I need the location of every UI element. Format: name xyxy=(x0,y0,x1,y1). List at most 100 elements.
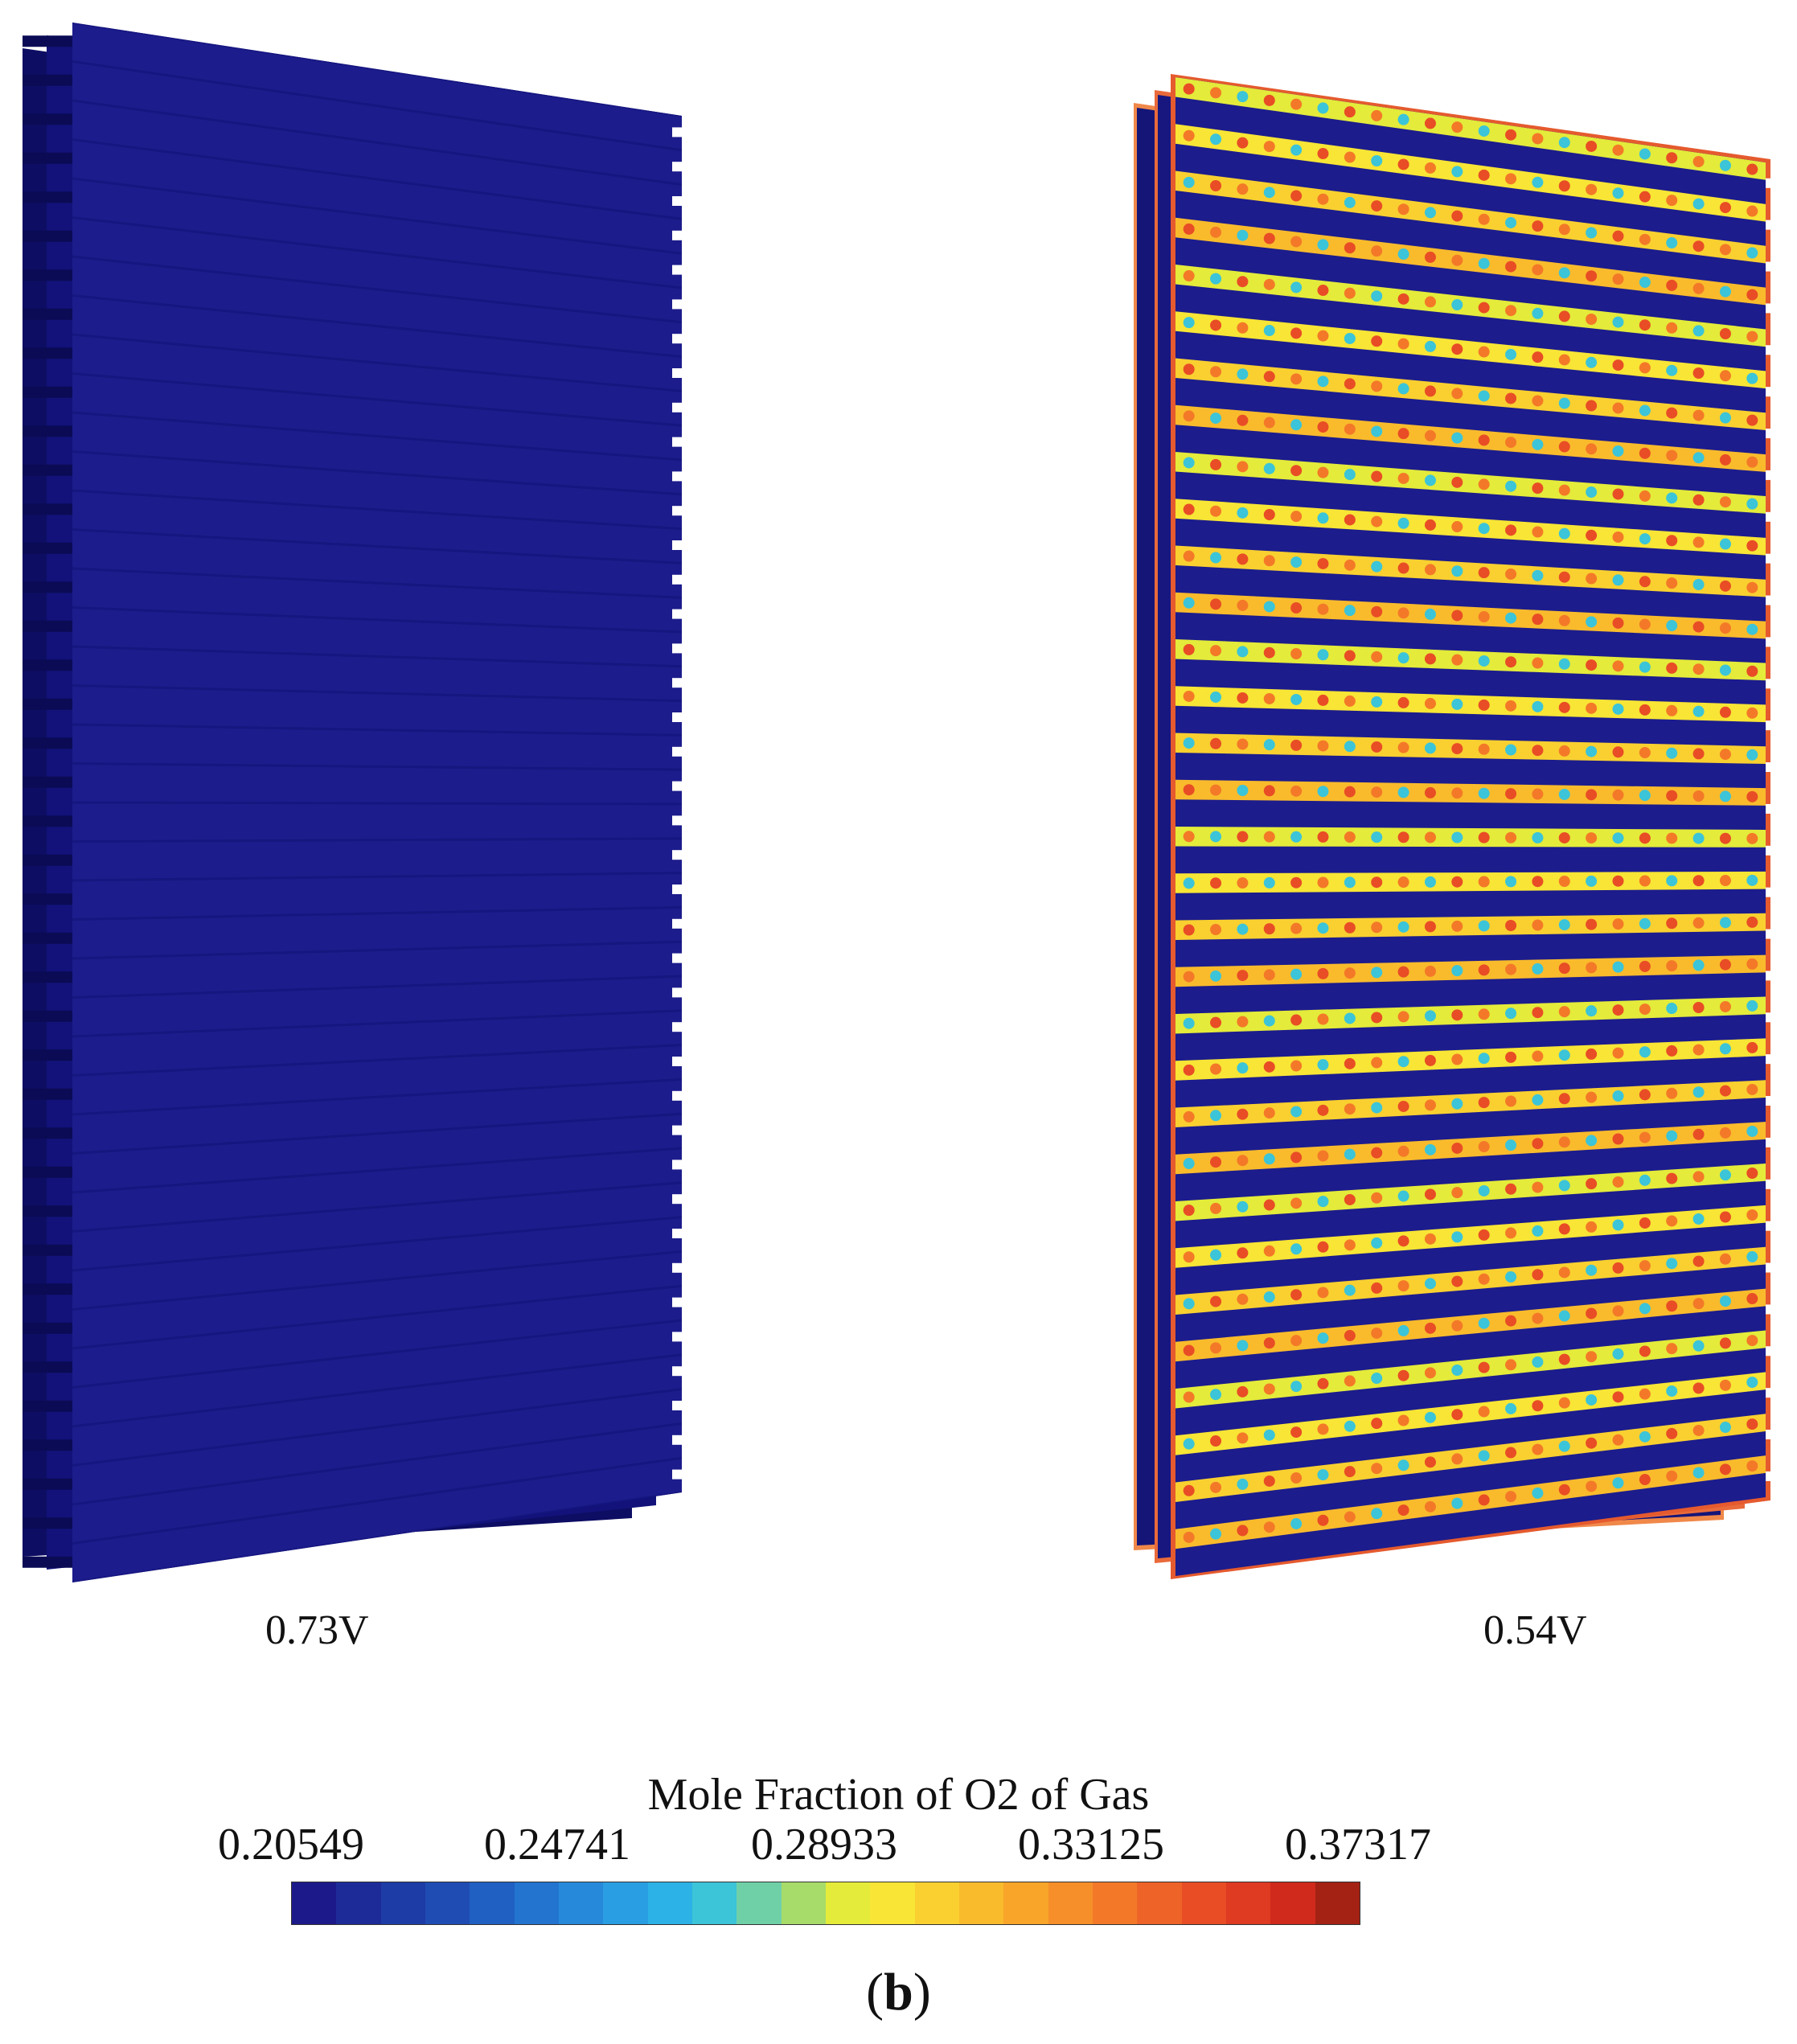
channel-hotspot xyxy=(1344,1239,1356,1251)
channel-hotspot xyxy=(1344,650,1356,662)
channel-hotspot xyxy=(1344,1466,1356,1478)
channel-hotspot xyxy=(1263,462,1275,474)
channel-hotspot xyxy=(1586,962,1598,974)
channel-hotspot xyxy=(1692,494,1705,506)
channel-hotspot xyxy=(1397,1056,1409,1068)
channel-hotspot xyxy=(1612,1090,1624,1102)
channel-hotspot xyxy=(1183,129,1195,142)
channel-hotspot xyxy=(1237,1432,1249,1444)
channel-hotspot xyxy=(1666,492,1678,504)
channel-hotspot xyxy=(1210,87,1222,99)
channel-hotspot xyxy=(1317,1013,1329,1025)
channel-hotspot xyxy=(1263,692,1275,704)
channel-hotspot xyxy=(1586,486,1598,499)
channel-hotspot xyxy=(1478,1097,1490,1109)
channel-hotspot xyxy=(1424,965,1436,977)
rib-line xyxy=(72,723,682,737)
channel-hotspot xyxy=(1719,958,1731,971)
channel-hotspot xyxy=(1317,1150,1329,1162)
channel-hotspot xyxy=(1746,1125,1758,1137)
channel-hotspot xyxy=(1371,1463,1383,1475)
rib-notch-right xyxy=(1766,720,1772,731)
channel-hotspot xyxy=(1639,661,1651,673)
channel-hotspot xyxy=(1237,785,1249,797)
channel-hotspot xyxy=(1558,310,1570,322)
channel-hotspot xyxy=(1317,1287,1329,1299)
rib-notch-left xyxy=(23,815,72,827)
channel-hotspot xyxy=(1505,1315,1517,1327)
channel-hotspot xyxy=(1532,1050,1544,1062)
channel-hotspot xyxy=(1719,749,1731,761)
channel-hotspot xyxy=(1451,1098,1463,1110)
channel-hotspot xyxy=(1746,707,1758,719)
channel-hotspot xyxy=(1692,1382,1705,1394)
channel-hotspot xyxy=(1371,200,1383,212)
panel-letter: (b) xyxy=(866,1963,931,2021)
channel-hotspot xyxy=(1666,960,1678,972)
rib-notch-left xyxy=(23,1439,72,1451)
channel-hotspot xyxy=(1210,179,1222,191)
right-edge-notches xyxy=(672,127,683,1480)
channel-hotspot xyxy=(1505,216,1517,228)
channel-hotspot xyxy=(1746,1041,1758,1053)
channel-hotspot xyxy=(1263,555,1275,567)
rib-notch-right xyxy=(1766,971,1772,981)
channel-hotspot xyxy=(1746,1335,1758,1347)
channel-hotspot xyxy=(1344,831,1356,843)
channel-hotspot xyxy=(1290,1151,1303,1164)
channel-hotspot xyxy=(1666,1172,1678,1184)
channel-hotspot xyxy=(1397,786,1409,798)
rib-line xyxy=(72,1009,682,1038)
channel-hotspot xyxy=(1478,567,1490,579)
channel-hotspot xyxy=(1451,1320,1463,1332)
channel-hotspot xyxy=(1612,1004,1624,1016)
rib-line xyxy=(72,1181,682,1233)
channel-hotspot xyxy=(1746,1083,1758,1095)
channel-hotspot xyxy=(1424,1010,1436,1022)
channel-hotspot xyxy=(1692,1001,1705,1013)
channel-hotspot xyxy=(1424,697,1436,709)
channel-hotspot xyxy=(1210,505,1222,517)
channel-hotspot xyxy=(1532,919,1544,931)
rib-notch-right xyxy=(672,1090,683,1101)
channel-hotspot xyxy=(1451,166,1463,178)
channel-hotspot xyxy=(1746,1377,1758,1389)
channel-hotspot xyxy=(1317,922,1329,934)
channel-hotspot xyxy=(1424,786,1436,798)
channel-hotspot xyxy=(1505,348,1517,360)
channel-hotspot xyxy=(1183,971,1195,983)
channel-hotspot xyxy=(1586,745,1598,757)
channel-hotspot xyxy=(1746,1418,1758,1430)
channel-hotspot xyxy=(1317,239,1329,251)
channel-hotspot xyxy=(1237,970,1249,982)
channel-hotspot xyxy=(1237,1293,1249,1305)
rib-line xyxy=(72,372,682,427)
channel-hotspot xyxy=(1183,597,1195,609)
channel-hotspot xyxy=(1692,282,1705,294)
channel-hotspot xyxy=(1478,213,1490,225)
channel-hotspot xyxy=(1317,557,1329,569)
channel-hotspot xyxy=(1532,482,1544,495)
channel-hotspot xyxy=(1586,1178,1598,1190)
channel-hotspot xyxy=(1719,159,1731,171)
channel-hotspot xyxy=(1317,285,1329,297)
channel-hotspot xyxy=(1639,490,1651,502)
channel-hotspot xyxy=(1746,999,1758,1012)
channel-hotspot xyxy=(1263,232,1275,244)
channel-hotspot xyxy=(1505,1051,1517,1063)
channel-hotspot xyxy=(1210,784,1222,796)
channel-hotspot xyxy=(1478,1494,1490,1506)
colorbar-segment xyxy=(914,1882,959,1924)
channel-hotspot xyxy=(1719,1085,1731,1097)
channel-hotspot xyxy=(1344,106,1356,118)
channel-hotspot xyxy=(1639,1474,1651,1486)
channel-hotspot xyxy=(1666,917,1678,930)
colorbar-tick-label: 0.24741 xyxy=(484,1820,630,1870)
channel-hotspot xyxy=(1692,663,1705,675)
channel-hotspot xyxy=(1210,552,1222,564)
channel-hotspot xyxy=(1558,1440,1570,1452)
rib-line xyxy=(72,872,682,882)
channel-hotspot xyxy=(1692,621,1705,633)
channel-hotspot xyxy=(1666,875,1678,887)
